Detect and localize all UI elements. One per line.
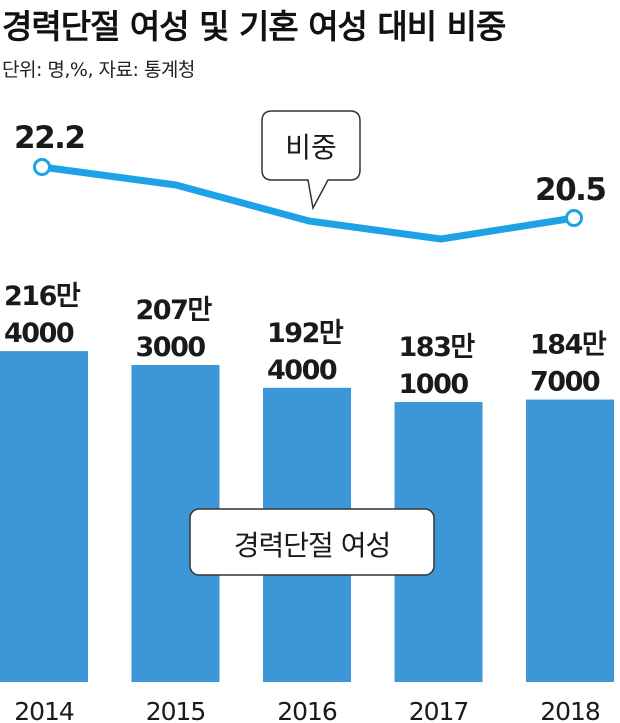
line-series-callout-box (261, 110, 361, 211)
bar-label-top-2017: 183만 (399, 332, 476, 363)
line-label-2014: 22.2 (14, 120, 85, 156)
bar-label-bottom-2016: 4000 (267, 355, 337, 386)
bar-series-callout-label: 경력단절 여성 (234, 529, 390, 562)
chart-subtitle: 단위: 명,%, 자료: 통계청 (2, 59, 195, 81)
bar-2018 (526, 399, 614, 682)
line-series-ratio (38, 163, 578, 243)
bar-label-bottom-2014: 4000 (4, 318, 74, 349)
x-tick-2014: 2014 (14, 697, 74, 723)
line-label-2018: 20.5 (535, 172, 606, 208)
bar-series-callout-box (189, 508, 435, 576)
x-tick-2017: 2017 (409, 697, 469, 723)
bar-label-top-2014: 216만 (4, 281, 81, 312)
bar-label-top-2018: 184만 (530, 330, 607, 361)
x-tick-2016: 2016 (277, 697, 337, 723)
x-tick-2018: 2018 (540, 697, 600, 723)
bar-2014 (0, 351, 88, 682)
chart-title: 경력단절 여성 및 기혼 여성 대비 비중 (2, 7, 506, 46)
bar-label-bottom-2017: 1000 (399, 369, 469, 400)
bar-label-top-2016: 192만 (267, 318, 344, 349)
x-tick-2015: 2015 (146, 697, 206, 723)
bar-label-bottom-2015: 3000 (136, 332, 206, 363)
bar-label-bottom-2018: 7000 (530, 367, 600, 398)
line-point-2018 (565, 209, 583, 227)
line-series-callout-label: 비중 (285, 131, 337, 164)
line-point-2014 (33, 158, 51, 176)
bar-label-top-2015: 207만 (136, 295, 213, 326)
